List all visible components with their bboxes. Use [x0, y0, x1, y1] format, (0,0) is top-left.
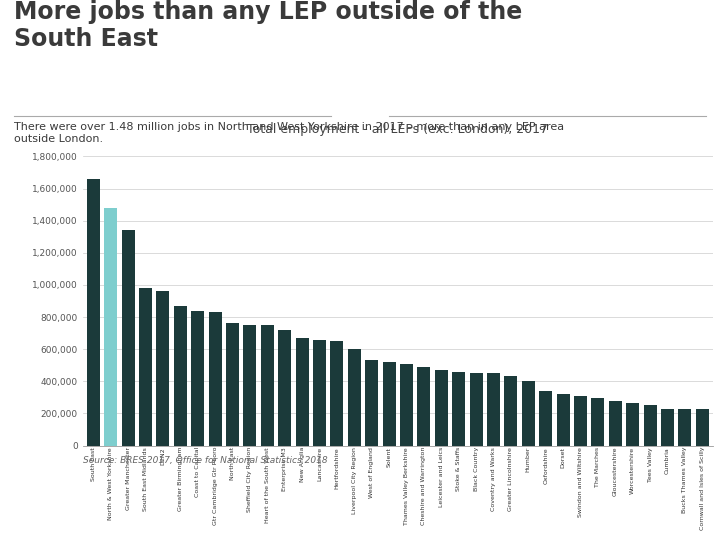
Bar — [209, 312, 222, 446]
Bar — [522, 381, 535, 445]
Text: Source: BRES 2017, Office for National Statistics 2018: Source: BRES 2017, Office for National S… — [83, 456, 328, 465]
Bar — [435, 370, 448, 446]
Bar — [86, 179, 100, 446]
Bar — [365, 360, 378, 445]
Bar — [226, 323, 239, 446]
Bar — [122, 231, 135, 446]
Bar — [156, 292, 169, 446]
Text: There were over 1.48 million jobs in North and West Yorkshire in 2017 – more tha: There were over 1.48 million jobs in Nor… — [14, 122, 564, 144]
Bar — [505, 376, 518, 446]
Bar — [174, 306, 186, 446]
Bar — [400, 363, 413, 446]
Bar — [696, 409, 709, 445]
Bar — [487, 373, 500, 446]
Bar — [348, 349, 361, 445]
Bar — [591, 398, 605, 446]
Bar — [626, 403, 639, 445]
Bar — [418, 367, 431, 446]
Bar — [295, 338, 309, 446]
Bar — [243, 325, 256, 446]
Bar — [452, 372, 465, 446]
Bar — [261, 325, 274, 446]
Bar — [574, 396, 587, 446]
Bar — [644, 406, 657, 446]
Bar — [139, 288, 152, 446]
Bar — [330, 341, 343, 446]
Bar — [609, 401, 622, 446]
Bar — [278, 330, 291, 446]
Bar — [539, 391, 552, 446]
Bar — [382, 362, 395, 446]
Title: Total employment - all LEPs (exc. London), 2017: Total employment - all LEPs (exc. London… — [247, 124, 549, 137]
Text: More jobs than any LEP outside of the
South East: More jobs than any LEP outside of the So… — [14, 0, 523, 51]
Bar — [469, 373, 482, 446]
Bar — [678, 409, 691, 445]
Bar — [191, 310, 204, 446]
Bar — [313, 340, 326, 446]
Bar — [104, 208, 117, 446]
Bar — [661, 409, 674, 446]
Bar — [557, 394, 570, 446]
